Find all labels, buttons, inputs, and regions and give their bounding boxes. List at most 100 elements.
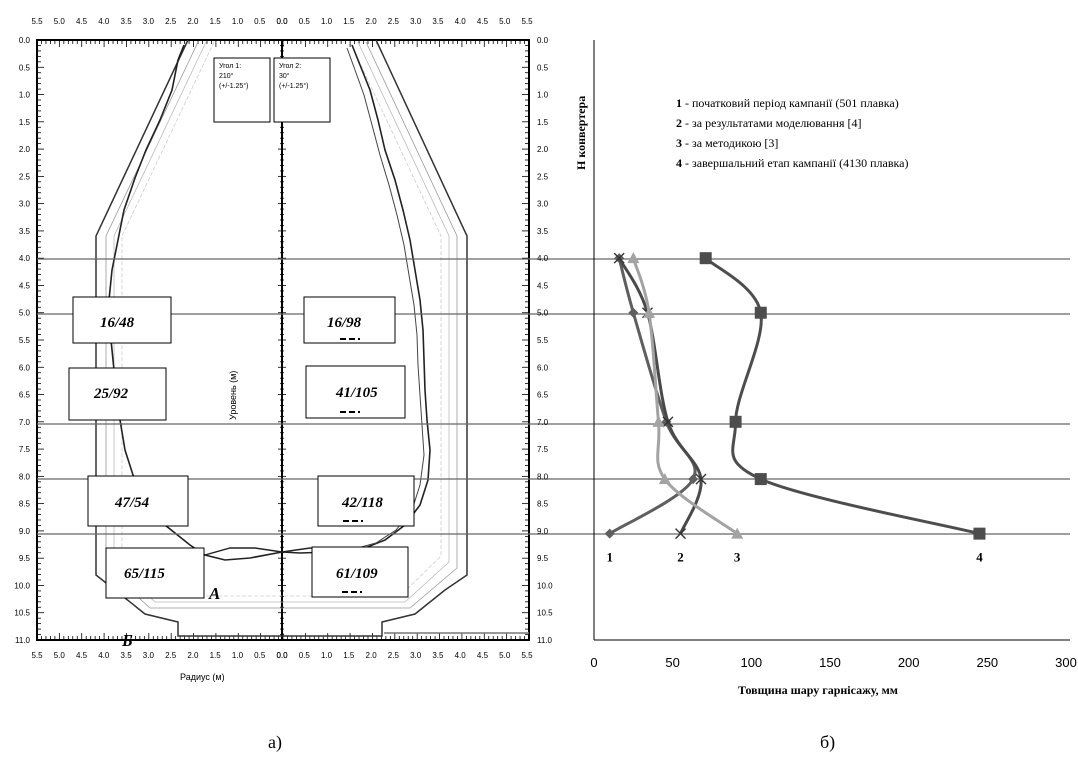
series-4-point [754,473,767,486]
value-box-left-3: 47/54 [87,475,189,527]
series-2-point [695,473,707,485]
angle-1-line-2: 210° [219,72,234,80]
top-tick-label: 3.0 [410,17,422,26]
value-box-left-4-text: 65/115 [124,566,165,582]
x-tick-label: 100 [740,655,762,670]
x-tick-label: 200 [898,655,920,670]
y-tick-label: 9.5 [537,554,549,563]
bottom-tick-label: 2.5 [388,651,400,660]
legend: 1 - початковий період кампанії (501 плав… [676,96,908,170]
top-tick-label: 4.5 [76,17,88,26]
top-tick-label: 2.0 [187,17,199,26]
top-tick-label: 2.0 [366,17,378,26]
y-tick-label: 11.0 [537,636,553,645]
y-tick-label: 2.5 [537,172,549,181]
top-tick-label: 3.5 [432,17,444,26]
y-tick-label: 10.0 [14,581,30,590]
y-tick-label: 4.5 [19,281,31,290]
panel-b: 0.0 0.5 1.0 1.5 2.0 2.5 3.0 3.5 4.0 4.5 5.0 5.5 6.0 6… [537,36,1077,753]
top-tick-label: 3.5 [121,17,133,26]
y-tick-label: 0.5 [19,63,31,72]
label-a: А [208,584,220,603]
angle-2-line-3: (+/-1.25°) [279,82,308,90]
series-4-point [973,527,986,540]
angle-1-box: Угол 1: 210° (+/-1.25°) [213,57,271,123]
top-tick-label: 4.0 [98,17,110,26]
bottom-tick-label: 2.0 [366,651,378,660]
y-tick-label: 3.5 [537,227,549,236]
top-tick-label: 5.0 [54,17,66,26]
y-tick-label: 8.0 [537,472,549,481]
value-box-right-1-text: 16/98 [327,315,362,331]
angle-2-box: Угол 2: 30° (+/-1.25°) [273,57,331,123]
top-tick-label: 0.0 [276,17,288,26]
series-2-point [613,252,625,264]
legend-item-2: 2 - за результатами моделювання [4] [676,116,861,130]
bottom-tick-label: 0.5 [254,651,266,660]
series-4-line [704,257,980,536]
y-tick-label: 1.5 [537,118,549,127]
series-1-label: 1 [606,550,613,565]
bottom-tick-label: 0.5 [299,651,311,660]
x-tick-label: 50 [665,655,679,670]
value-box-left-4: 65/115 [105,547,205,599]
series-3-label: 3 [734,550,741,565]
y-tick-label: 6.0 [537,363,549,372]
y-tick-label: 4.0 [19,254,31,263]
bottom-tick-label: 3.0 [143,651,155,660]
top-tick-labels: 5.5 5.0 4.5 4.0 3.5 3.0 2.5 2.0 1.5 1.0 0.5 0.00.0 0… [31,17,533,26]
series-4-point [699,252,712,265]
top-tick-label: 0.5 [299,17,311,26]
y-tick-label: 8.5 [537,500,549,509]
x-tick-label: 300 [1055,655,1077,670]
series-2: 2 [613,252,707,565]
y-tick-label: 9.0 [19,527,31,536]
y-tick-label: 3.0 [19,200,31,209]
y-tick-label: 2.0 [19,145,31,154]
y-axis-title: Уровень (м) [228,371,238,420]
series-4-label: 4 [976,550,983,565]
series-1: 1 [604,253,699,565]
value-box-right-3: 42/118 [317,475,415,527]
series-4-point [754,306,767,319]
converter-outline [95,39,468,637]
x-tick-label: 150 [819,655,841,670]
legend-item-4: 4 - завершальний етап кампанії (4130 пла… [676,156,908,170]
top-tick-label: 0.0 [276,17,288,26]
y-tick-label: 7.0 [537,418,549,427]
bottom-tick-label: 5.0 [54,651,66,660]
level-lines [37,258,1070,535]
value-box-right-4: 61/109 [311,546,409,598]
left-tick-labels: 0.0 0.5 1.0 1.5 2.0 2.5 3.0 3.5 4.0 4.5 5.0 5.5 6.0 6… [14,36,30,645]
angle-2-line-2: 30° [279,72,290,80]
bottom-tick-label: 1.5 [343,651,355,660]
series-1-point [628,307,639,318]
bottom-tick-label: 4.0 [455,651,467,660]
value-box-right-2-text: 41/105 [335,385,378,401]
panel-a-caption: а) [268,732,282,753]
y-tick-label: 5.5 [537,336,549,345]
y-axis-title: Н конвертера [574,96,588,170]
converter-outline-inner-2 [113,41,450,603]
y-tick-label: 6.0 [19,363,31,372]
top-tick-label: 4.5 [477,17,489,26]
top-tick-label: 2.5 [165,17,177,26]
bottom-tick-label: 3.0 [410,651,422,660]
bottom-tick-label: 4.5 [76,651,88,660]
series-4-point [729,415,742,428]
value-box-left-2-text: 25/92 [93,386,129,402]
measured-profile-right [281,44,431,554]
y-tick-label: 10.5 [537,609,553,618]
series-1-point [688,474,699,485]
x-tick-label: 0 [590,655,597,670]
series-2-label: 2 [677,550,684,565]
angle-1-line-1: Угол 1: [219,63,241,70]
top-tick-label: 1.0 [232,17,244,26]
y-tick-label: 1.5 [19,118,31,127]
top-tick-label: 1.5 [210,17,222,26]
legend-item-3: 3 - за методикою [3] [676,136,778,150]
y-tick-labels: 0.0 0.5 1.0 1.5 2.0 2.5 3.0 3.5 4.0 4.5 5.0 5.5 6.0 6… [537,36,553,645]
value-box-left-3-text: 47/54 [114,495,150,511]
value-box-right-4-text: 61/109 [336,566,378,582]
